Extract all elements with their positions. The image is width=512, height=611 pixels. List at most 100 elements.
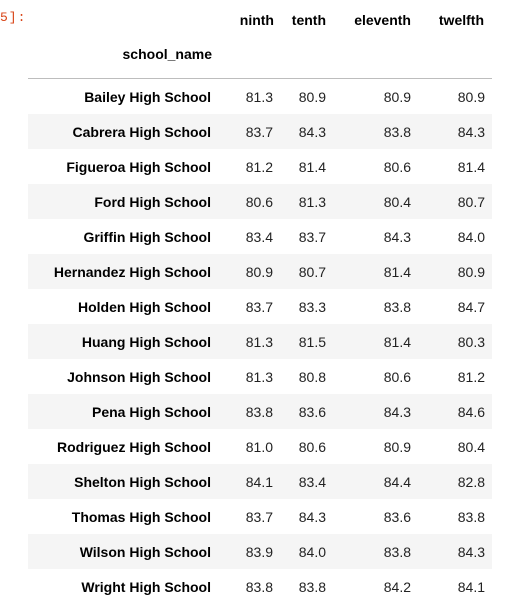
- cell-twelfth: 83.8: [457, 508, 485, 525]
- cell-twelfth: 84.7: [457, 298, 485, 315]
- cell-eleventh: 80.6: [383, 368, 411, 385]
- cell-tenth: 83.6: [298, 403, 326, 420]
- row-index-school-name: Griffin High School: [83, 228, 211, 245]
- table-row: Wright High School 83.8 83.8 84.2 84.1: [28, 569, 492, 604]
- row-index-school-name: Rodriguez High School: [57, 438, 211, 455]
- table-row: Pena High School 83.8 83.6 84.3 84.6: [28, 394, 492, 429]
- table-row: Griffin High School 83.4 83.7 84.3 84.0: [28, 219, 492, 254]
- cell-eleventh: 81.4: [383, 263, 411, 280]
- table-row: Figueroa High School 81.2 81.4 80.6 81.4: [28, 149, 492, 184]
- cell-tenth: 80.6: [298, 438, 326, 455]
- cell-ninth: 81.3: [245, 88, 273, 105]
- table-row: Bailey High School 81.3 80.9 80.9 80.9: [28, 78, 492, 114]
- dataframe-table: ninth tenth eleventh twelfth school_name…: [28, 0, 492, 604]
- cell-eleventh: 80.6: [383, 158, 411, 175]
- cell-eleventh: 80.9: [383, 88, 411, 105]
- cell-ninth: 83.7: [245, 123, 273, 140]
- row-index-school-name: Bailey High School: [84, 88, 211, 105]
- cell-eleventh: 84.2: [383, 578, 411, 595]
- row-index-school-name: Wright High School: [81, 578, 211, 595]
- cell-twelfth: 81.4: [457, 158, 485, 175]
- cell-twelfth: 84.1: [457, 578, 485, 595]
- row-index-school-name: Figueroa High School: [66, 158, 211, 175]
- cell-ninth: 83.7: [245, 298, 273, 315]
- cell-twelfth: 84.3: [457, 543, 485, 560]
- cell-ninth: 81.2: [245, 158, 273, 175]
- table-row: Ford High School 80.6 81.3 80.4 80.7: [28, 184, 492, 219]
- cell-ninth: 80.9: [245, 263, 273, 280]
- column-header-row: ninth tenth eleventh twelfth: [28, 0, 492, 40]
- cell-eleventh: 83.8: [383, 298, 411, 315]
- cell-twelfth: 84.6: [457, 403, 485, 420]
- index-corner: [28, 0, 220, 40]
- column-header-ninth: ninth: [239, 12, 274, 28]
- cell-tenth: 81.5: [298, 333, 326, 350]
- row-index-school-name: Shelton High School: [74, 473, 211, 490]
- row-index-school-name: Wilson High School: [79, 543, 211, 560]
- cell-eleventh: 80.4: [383, 193, 411, 210]
- row-index-school-name: Holden High School: [78, 298, 211, 315]
- cell-twelfth: 80.3: [457, 333, 485, 350]
- cell-eleventh: 81.4: [383, 333, 411, 350]
- cell-ninth: 81.0: [245, 438, 273, 455]
- cell-eleventh: 80.9: [383, 438, 411, 455]
- cell-twelfth: 82.8: [457, 473, 485, 490]
- cell-ninth: 83.7: [245, 508, 273, 525]
- cell-tenth: 80.8: [298, 368, 326, 385]
- table-body: Bailey High School 81.3 80.9 80.9 80.9 Cabrer…: [28, 78, 492, 604]
- row-index-school-name: Pena High School: [91, 403, 211, 420]
- cell-ninth: 84.1: [245, 473, 273, 490]
- row-index-school-name: Thomas High School: [71, 508, 211, 525]
- cell-tenth: 83.3: [298, 298, 326, 315]
- column-header-twelfth: twelfth: [438, 12, 484, 28]
- cell-tenth: 80.7: [298, 263, 326, 280]
- cell-ninth: 83.9: [245, 543, 273, 560]
- row-index-school-name: Johnson High School: [67, 368, 211, 385]
- table-row: Rodriguez High School 81.0 80.6 80.9 80.4: [28, 429, 492, 464]
- column-header-eleventh: eleventh: [354, 12, 411, 28]
- cell-twelfth: 80.9: [457, 263, 485, 280]
- cell-ninth: 83.8: [245, 578, 273, 595]
- cell-eleventh: 84.3: [383, 403, 411, 420]
- cell-tenth: 80.9: [298, 88, 326, 105]
- cell-ninth: 80.6: [245, 193, 273, 210]
- cell-ninth: 83.8: [245, 403, 273, 420]
- table-row: Thomas High School 83.7 84.3 83.6 83.8: [28, 499, 492, 534]
- cell-twelfth: 81.2: [457, 368, 485, 385]
- cell-tenth: 83.7: [298, 228, 326, 245]
- row-index-school-name: Cabrera High School: [72, 123, 211, 140]
- index-name: school_name: [122, 46, 212, 62]
- cell-tenth: 84.3: [298, 508, 326, 525]
- index-name-row: school_name: [28, 40, 492, 79]
- table-row: Cabrera High School 83.7 84.3 83.8 84.3: [28, 114, 492, 149]
- cell-eleventh: 84.3: [383, 228, 411, 245]
- cell-ninth: 83.4: [245, 228, 273, 245]
- cell-twelfth: 80.4: [457, 438, 485, 455]
- cell-eleventh: 83.8: [383, 123, 411, 140]
- row-index-school-name: Ford High School: [94, 193, 211, 210]
- cell-twelfth: 84.0: [457, 228, 485, 245]
- table-row: Shelton High School 84.1 83.4 84.4 82.8: [28, 464, 492, 499]
- cell-tenth: 83.4: [298, 473, 326, 490]
- table-row: Johnson High School 81.3 80.8 80.6 81.2: [28, 359, 492, 394]
- cell-twelfth: 80.7: [457, 193, 485, 210]
- cell-twelfth: 84.3: [457, 123, 485, 140]
- column-header-tenth: tenth: [291, 12, 326, 28]
- row-index-school-name: Hernandez High School: [53, 263, 211, 280]
- cell-tenth: 84.3: [298, 123, 326, 140]
- cell-tenth: 81.4: [298, 158, 326, 175]
- cell-eleventh: 84.4: [383, 473, 411, 490]
- cell-execution-prompt: 5]:: [0, 10, 27, 25]
- table-row: Holden High School 83.7 83.3 83.8 84.7: [28, 289, 492, 324]
- cell-tenth: 84.0: [298, 543, 326, 560]
- dataframe-output: ninth tenth eleventh twelfth school_name…: [28, 0, 492, 604]
- cell-twelfth: 80.9: [457, 88, 485, 105]
- cell-ninth: 81.3: [245, 368, 273, 385]
- cell-tenth: 81.3: [298, 193, 326, 210]
- cell-ninth: 81.3: [245, 333, 273, 350]
- row-index-school-name: Huang High School: [81, 333, 211, 350]
- table-row: Hernandez High School 80.9 80.7 81.4 80.9: [28, 254, 492, 289]
- table-row: Wilson High School 83.9 84.0 83.8 84.3: [28, 534, 492, 569]
- cell-eleventh: 83.8: [383, 543, 411, 560]
- cell-eleventh: 83.6: [383, 508, 411, 525]
